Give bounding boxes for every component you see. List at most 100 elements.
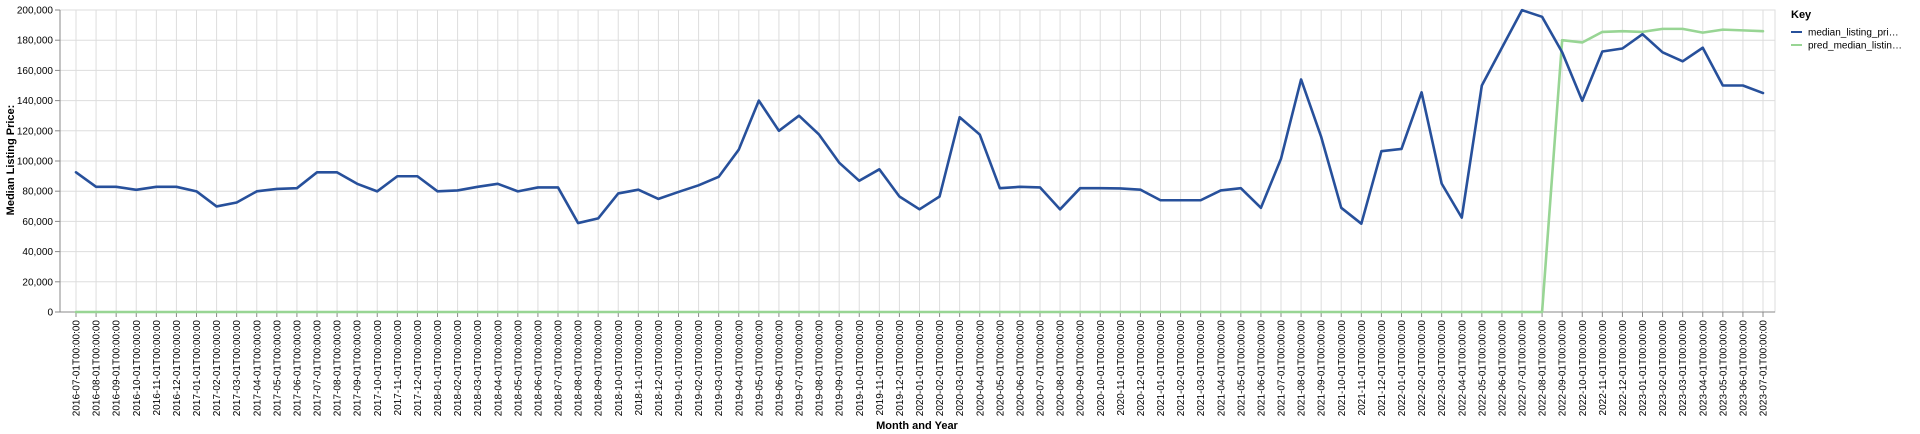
x-tick-label: 2022-07-01T00:00:00 [1518,320,1529,417]
x-axis: 2016-07-01T00:00:00 2016-08-01T00:00:00 20… [60,311,1775,417]
x-tick-label: 2018-02-01T00:00:00 [453,320,464,417]
x-tick-label: 2016-11-01T00:00:00 [152,320,163,416]
x-tick-label: 2022-06-01T00:00:00 [1497,320,1508,417]
x-tick-label: 2017-07-01T00:00:00 [313,320,324,417]
x-tick-label: 2019-08-01T00:00:00 [815,320,826,417]
x-tick-label: 2022-04-01T00:00:00 [1457,320,1468,417]
x-tick-label: 2022-02-01T00:00:00 [1417,320,1428,417]
x-tick-label: 2019-12-01T00:00:00 [895,320,906,417]
grid-lines [59,9,1776,313]
x-tick-label: 2021-09-01T00:00:00 [1317,320,1328,417]
x-tick-label: 2021-12-01T00:00:00 [1377,320,1388,417]
x-tick-label: 2022-01-01T00:00:00 [1397,320,1408,417]
x-tick-label: 2022-10-01T00:00:00 [1578,320,1589,417]
series-line-median-listing-pri [74,8,1765,225]
x-tick-label: 2016-09-01T00:00:00 [112,320,123,417]
x-tick-label: 2018-04-01T00:00:00 [493,320,504,417]
x-tick-label: 2023-06-01T00:00:00 [1738,320,1749,417]
y-axis-title: Median Listing Price: [5,105,17,216]
legend-label: pred_median_listin… [1808,41,1902,52]
x-tick-label: 2023-02-01T00:00:00 [1658,320,1669,417]
x-tick-label: 2021-11-01T00:00:00 [1357,320,1368,416]
y-tick-label: 0 [47,308,53,319]
x-tick-label: 2022-03-01T00:00:00 [1437,320,1448,417]
x-tick-label: 2018-01-01T00:00:00 [433,320,444,417]
x-tick-label: 2017-05-01T00:00:00 [272,320,283,417]
y-tick-label: 120,000 [17,126,54,137]
y-axis: 0 20,000 40,000 60,000 80,000 100,000 120,000 1… [17,6,61,319]
x-tick-label: 2021-06-01T00:00:00 [1256,320,1267,417]
x-tick-label: 2018-07-01T00:00:00 [554,320,565,417]
x-tick-label: 2020-10-01T00:00:00 [1096,320,1107,417]
x-tick-label: 2021-03-01T00:00:00 [1196,320,1207,417]
y-tick-label: 180,000 [17,36,54,47]
x-tick-label: 2023-01-01T00:00:00 [1638,320,1649,417]
x-tick-label: 2022-05-01T00:00:00 [1477,320,1488,417]
x-tick-label: 2017-04-01T00:00:00 [252,320,263,417]
legend: Key median_listing_pri… pred_median_listi… [1791,9,1902,52]
x-tick-label: 2016-08-01T00:00:00 [92,320,103,417]
y-tick-label: 100,000 [17,157,54,168]
x-tick-label: 2020-12-01T00:00:00 [1136,320,1147,417]
x-tick-label: 2020-03-01T00:00:00 [955,320,966,417]
x-tick-label: 2016-07-01T00:00:00 [72,320,83,417]
x-tick-label: 2019-10-01T00:00:00 [855,320,866,417]
x-axis-title: Month and Year [876,420,958,432]
x-tick-label: 2021-01-01T00:00:00 [1156,320,1167,417]
y-tick-label: 160,000 [17,66,54,77]
x-tick-label: 2017-09-01T00:00:00 [353,320,364,417]
x-tick-label: 2022-09-01T00:00:00 [1558,320,1569,417]
series-layer [74,8,1765,314]
x-tick-label: 2019-05-01T00:00:00 [754,320,765,417]
x-tick-label: 2017-01-01T00:00:00 [192,320,203,417]
x-tick-label: 2021-07-01T00:00:00 [1277,320,1288,417]
x-tick-label: 2022-12-01T00:00:00 [1618,320,1629,417]
x-tick-label: 2016-12-01T00:00:00 [172,320,183,417]
x-tick-label: 2018-11-01T00:00:00 [634,320,645,416]
x-tick-label: 2021-08-01T00:00:00 [1297,320,1308,417]
legend-label: median_listing_pri… [1808,28,1899,39]
y-tick-label: 140,000 [17,96,54,107]
x-tick-label: 2023-03-01T00:00:00 [1678,320,1689,417]
x-tick-label: 2018-06-01T00:00:00 [533,320,544,417]
x-tick-label: 2021-05-01T00:00:00 [1236,320,1247,417]
x-tick-label: 2020-01-01T00:00:00 [915,320,926,417]
x-tick-label: 2023-05-01T00:00:00 [1718,320,1729,417]
x-tick-label: 2022-11-01T00:00:00 [1598,320,1609,416]
x-tick-label: 2017-08-01T00:00:00 [333,320,344,417]
x-tick-label: 2019-11-01T00:00:00 [875,320,886,416]
x-tick-label: 2019-01-01T00:00:00 [674,320,685,417]
x-tick-label: 2019-07-01T00:00:00 [795,320,806,417]
x-tick-label: 2021-04-01T00:00:00 [1216,320,1227,417]
x-tick-label: 2017-06-01T00:00:00 [292,320,303,417]
x-tick-label: 2020-02-01T00:00:00 [935,320,946,417]
x-tick-label: 2023-07-01T00:00:00 [1759,320,1770,417]
x-tick-label: 2018-10-01T00:00:00 [614,320,625,417]
x-tick-label: 2020-04-01T00:00:00 [975,320,986,417]
x-tick-label: 2017-11-01T00:00:00 [393,320,404,416]
x-tick-label: 2017-02-01T00:00:00 [212,320,223,417]
x-tick-label: 2021-02-01T00:00:00 [1176,320,1187,417]
x-tick-label: 2022-08-01T00:00:00 [1538,320,1549,417]
x-tick-label: 2020-05-01T00:00:00 [995,320,1006,417]
x-tick-label: 2018-05-01T00:00:00 [513,320,524,417]
x-tick-label: 2020-08-01T00:00:00 [1056,320,1067,417]
x-tick-label: 2018-12-01T00:00:00 [654,320,665,417]
x-tick-label: 2020-09-01T00:00:00 [1076,320,1087,417]
x-tick-label: 2019-02-01T00:00:00 [694,320,705,417]
x-tick-label: 2018-08-01T00:00:00 [574,320,585,417]
legend-title: Key [1791,9,1812,21]
y-tick-label: 20,000 [22,277,53,288]
x-tick-label: 2023-04-01T00:00:00 [1698,320,1709,417]
x-tick-label: 2020-11-01T00:00:00 [1116,320,1127,416]
x-tick-label: 2019-09-01T00:00:00 [835,320,846,417]
y-tick-label: 200,000 [17,6,54,17]
x-tick-label: 2020-06-01T00:00:00 [1015,320,1026,417]
x-tick-label: 2017-12-01T00:00:00 [413,320,424,417]
x-tick-label: 2019-06-01T00:00:00 [774,320,785,417]
x-tick-label: 2017-03-01T00:00:00 [232,320,243,417]
y-tick-label: 40,000 [22,247,53,258]
x-tick-label: 2017-10-01T00:00:00 [373,320,384,417]
series-line-pred-median-listin [74,27,1765,314]
